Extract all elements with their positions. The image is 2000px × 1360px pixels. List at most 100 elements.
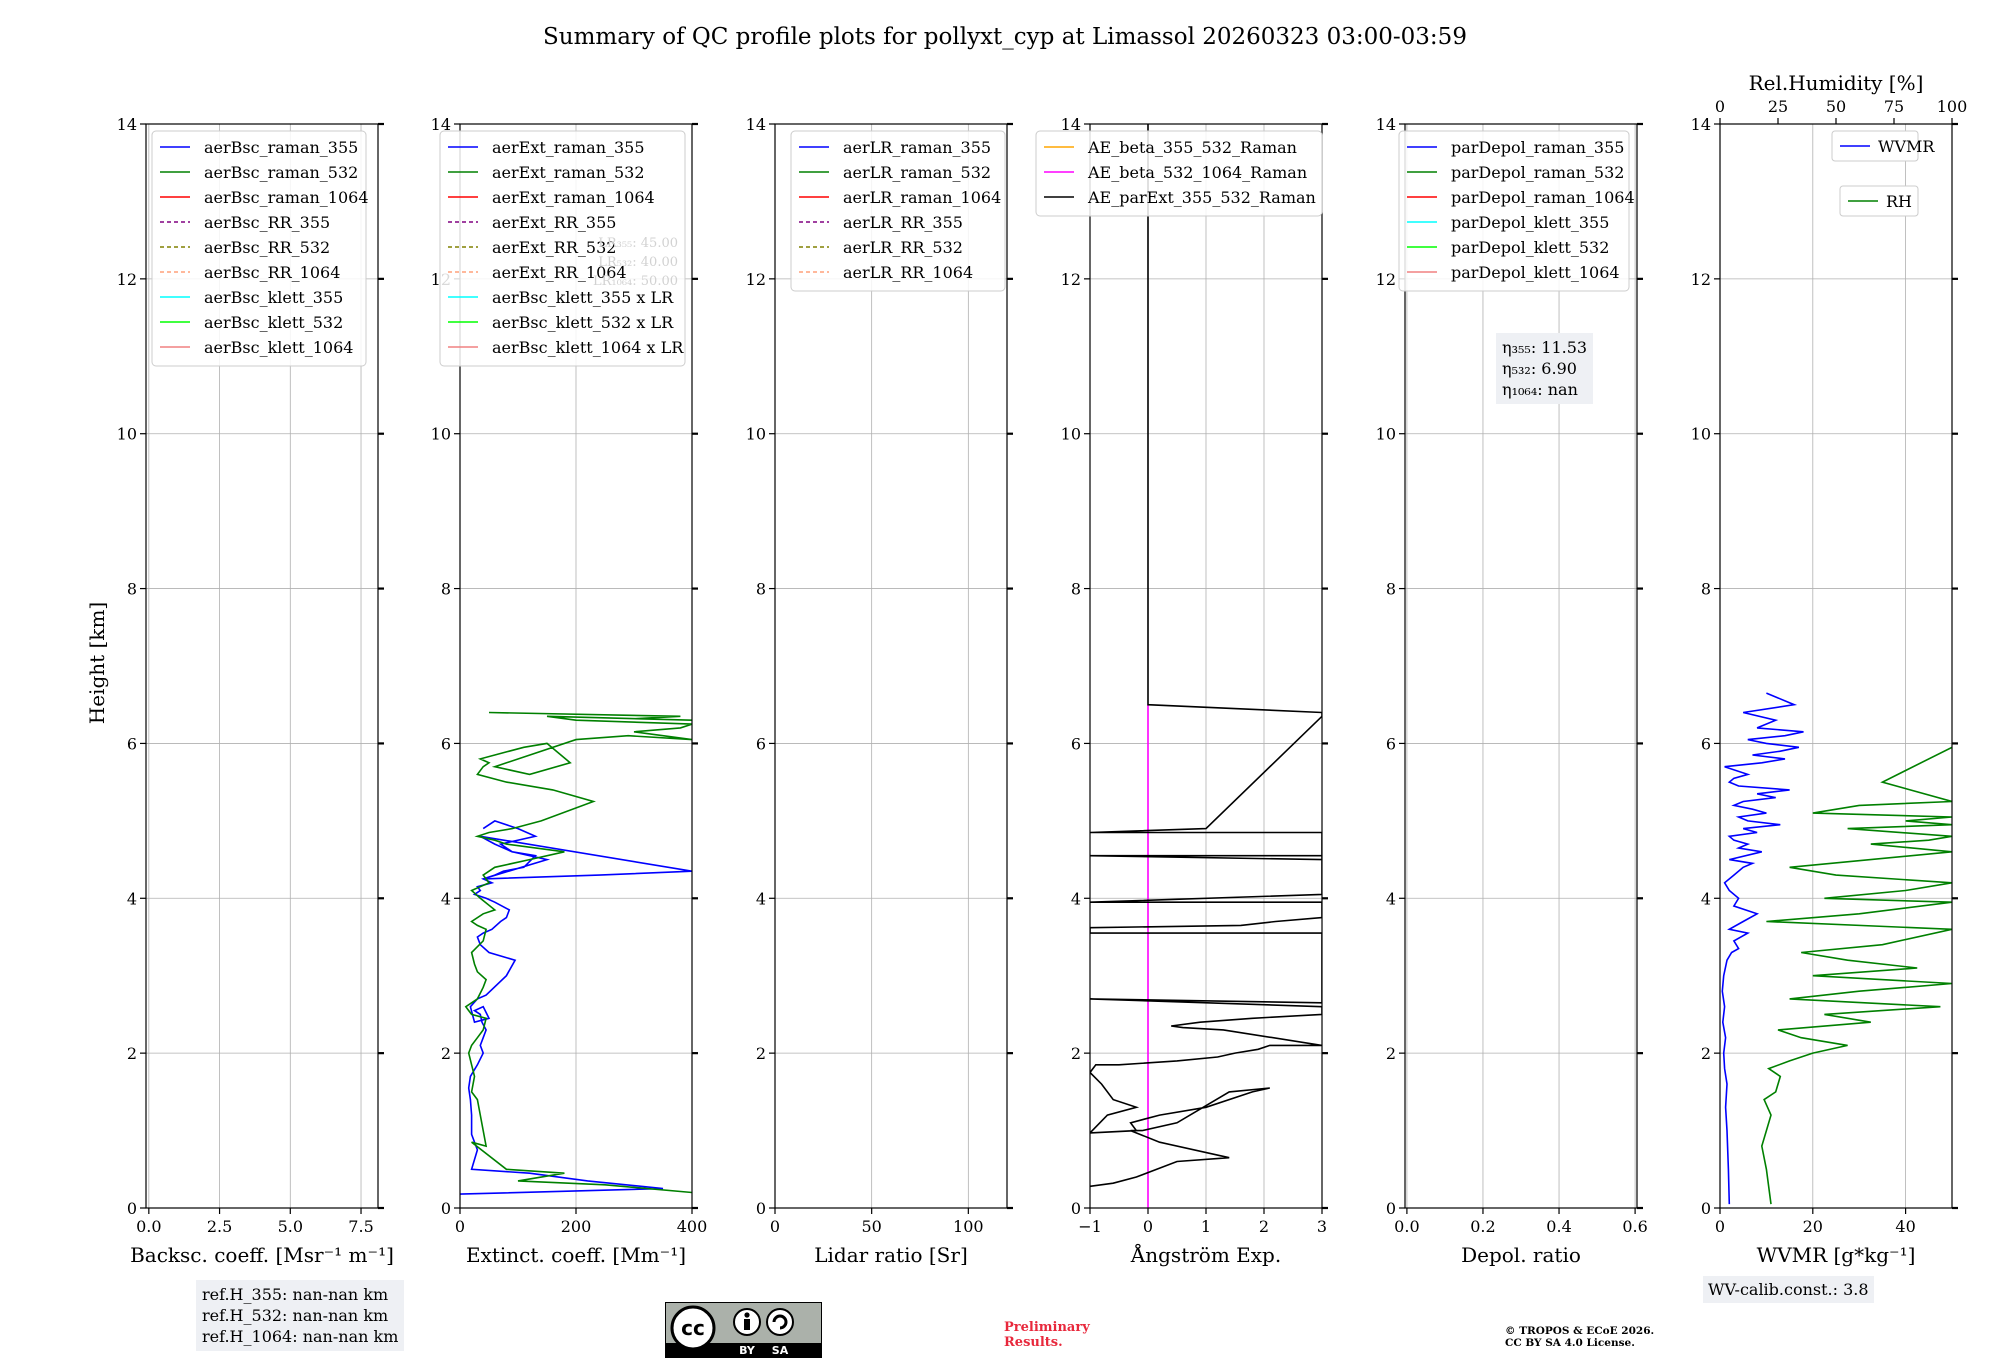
reference-height-box: ref.H_355: nan-nan km ref.H_532: nan-nan… [196,1280,405,1351]
legend-label: aerExt_raman_532 [492,163,645,182]
legend-label: aerBsc_klett_532 x LR [492,313,674,332]
x-axis-label: Extinct. coeff. [Mm⁻¹] [466,1243,686,1267]
y-tick-label: 2 [1071,1044,1081,1063]
copyright-line-1: © TROPOS & ECoE 2026. [1505,1325,1655,1337]
y-tick-label: 0 [1701,1199,1711,1218]
legend-label: aerBsc_klett_1064 [204,338,353,357]
y-tick-label: 6 [127,734,137,753]
x-axis-label: Ångström Exp. [1130,1242,1281,1267]
y-tick-label: 6 [1071,734,1081,753]
share-alike-icon [772,1314,788,1330]
x-tick-label: 2 [1259,1217,1269,1236]
legend-label: aerBsc_RR_355 [204,213,330,232]
y-tick-label: 10 [1061,425,1081,444]
legend-label: aerBsc_klett_532 [204,313,343,332]
x-tick-label: −1 [1078,1217,1102,1236]
y-tick-label: 0 [441,1199,451,1218]
x-tick-label: 5.0 [278,1217,303,1236]
legend-label: aerBsc_RR_532 [204,238,330,257]
x-axis-label: WVMR [g*kg⁻¹] [1757,1243,1916,1267]
y-tick-label: 8 [756,580,766,599]
x-tick-label: 400 [677,1217,708,1236]
x-axis-label: Backsc. coeff. [Msr⁻¹ m⁻¹] [130,1243,394,1267]
series-aerExt_raman_532 [464,711,692,1194]
legend-label: AE_parExt_355_532_Raman [1087,188,1316,207]
legend-label: parDepol_raman_1064 [1451,188,1635,207]
y-tick-label: 12 [746,270,766,289]
x-tick-label: 3 [1317,1217,1327,1236]
y-tick-label: 2 [756,1044,766,1063]
eta-1064: η₁₀₆₄: nan [1502,380,1578,399]
legend-label: aerLR_raman_1064 [843,188,1001,207]
y-tick-label: 14 [117,115,137,134]
copyright-note: © TROPOS & ECoE 2026. CC BY SA 4.0 Licen… [1505,1325,1654,1349]
legend-box [1035,130,1323,217]
y-tick-label: 6 [1701,734,1711,753]
y-tick-label: 0 [1071,1199,1081,1218]
y-axis-label: Height [km] [85,602,109,724]
y-tick-label: 0 [1386,1199,1396,1218]
y-tick-label: 8 [127,580,137,599]
profile-panel-5: 0 2 4 6 8 10 12 14 0.0 0.2 0.4 0.6 Depol. ratio parDe… [1376,115,1648,1267]
x-tick-label: 0 [1715,1217,1725,1236]
x-tick-label: 0 [1143,1217,1153,1236]
legend-label: AE_beta_532_1064_Raman [1087,163,1307,182]
legend-label: aerLR_RR_355 [843,213,963,232]
axes-frame [774,123,1008,1209]
x-tick-label: 0.2 [1470,1217,1495,1236]
y-tick-label: 8 [441,580,451,599]
preliminary-line-1: Preliminary [1004,1320,1090,1335]
x-tick-label: 0 [455,1217,465,1236]
cc-text: cc [681,1316,705,1340]
x-tick-label: 2.5 [207,1217,232,1236]
profile-panel-3: 0 2 4 6 8 10 12 14 0 50 100 Lidar ratio [Sr] aerLR_r… [746,115,1013,1267]
y-tick-label: 0 [756,1199,766,1218]
x2-tick-label: 100 [1937,97,1968,116]
y-tick-label: 6 [441,734,451,753]
legend-label: aerBsc_raman_1064 [204,188,369,207]
x2-axis-label: Rel.Humidity [%] [1749,71,1924,95]
profile-panel-2: 024681012140200400Extinct. coeff. [Mm⁻¹]… [431,115,708,1267]
legend-label: parDepol_klett_1064 [1451,263,1620,282]
y-tick-label: 2 [1386,1044,1396,1063]
ref-height-355: ref.H_355: nan-nan km [202,1285,389,1304]
axes-frame [145,123,379,1209]
legend-box [790,130,1006,292]
x-tick-label: 40 [1895,1217,1915,1236]
legend-box [1398,130,1630,292]
wv-calibration-constant: WV-calib.const.: 3.8 [1708,1280,1869,1299]
y-tick-label: 2 [127,1044,137,1063]
legend-label: aerBsc_klett_355 [204,288,343,307]
y-tick-label: 14 [1061,115,1081,134]
y-tick-label: 14 [431,115,451,134]
legend-label: parDepol_raman_355 [1451,138,1624,157]
preliminary-results-note: Preliminary Results. [1004,1320,1090,1350]
legend-box [151,130,367,367]
legend-label: aerExt_RR_355 [492,213,616,232]
x2-tick-label: 0 [1715,97,1725,116]
x-tick-label: 0.0 [136,1217,161,1236]
ref-height-532: ref.H_532: nan-nan km [202,1306,389,1325]
y-tick-label: 6 [1386,734,1396,753]
legend-label: WVMR [1878,137,1935,156]
lidar-ratio-annotation: LR₅₃₂: 40.00 [598,255,678,270]
series-WVMR [1721,692,1804,1205]
y-tick-label: 10 [117,425,137,444]
sa-text: SA [772,1344,789,1357]
preliminary-line-2: Results. [1004,1335,1063,1350]
lidar-ratio-annotation: LR₁₀₆₄: 50.00 [593,274,678,289]
legend-label: RH [1886,192,1912,211]
x-tick-label: 0.6 [1622,1217,1647,1236]
y-tick-label: 2 [1701,1044,1711,1063]
legend-label: aerLR_raman_355 [843,138,991,157]
y-tick-label: 4 [1701,889,1711,908]
eta-532: η₅₃₂: 6.90 [1502,359,1577,378]
eta-355: η₃₅₅: 11.53 [1502,338,1588,357]
y-tick-label: 12 [1376,270,1396,289]
x2-tick-label: 25 [1768,97,1788,116]
series-AE_parExt_355_532_Raman [1090,124,1322,1188]
legend-label: aerLR_RR_1064 [843,263,973,282]
